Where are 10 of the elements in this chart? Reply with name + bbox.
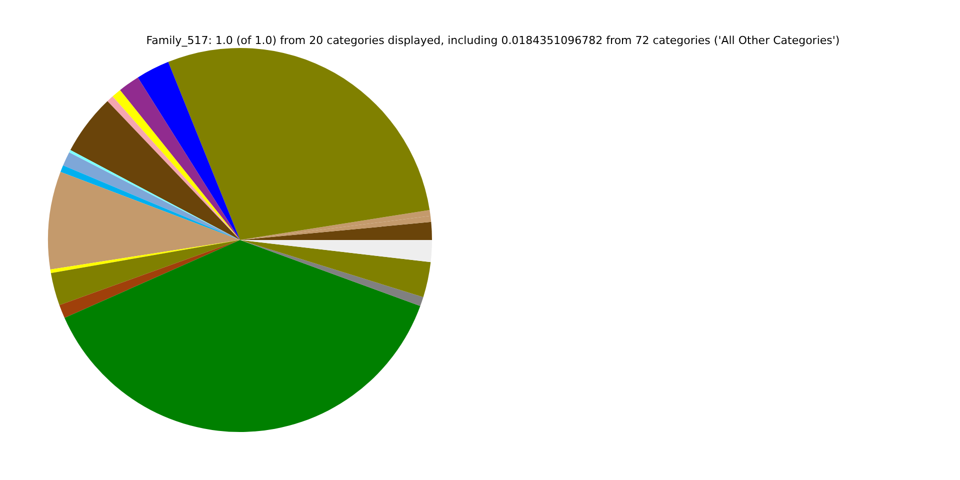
pie-slice	[70, 101, 240, 240]
pie-slice	[240, 222, 432, 240]
text: Family_517: 1.0 (of 1.0) from 20 categories displayed, including 0.0184351096782 from 72 categories ('All Other Categories')	[146, 34, 840, 47]
pie-slice	[48, 172, 240, 270]
pie-slice	[59, 240, 240, 318]
pie-slice	[60, 165, 240, 240]
pie-slice	[138, 62, 240, 240]
pie-slice	[240, 240, 424, 306]
pie-slice	[240, 240, 432, 262]
pie-slice	[64, 240, 420, 432]
